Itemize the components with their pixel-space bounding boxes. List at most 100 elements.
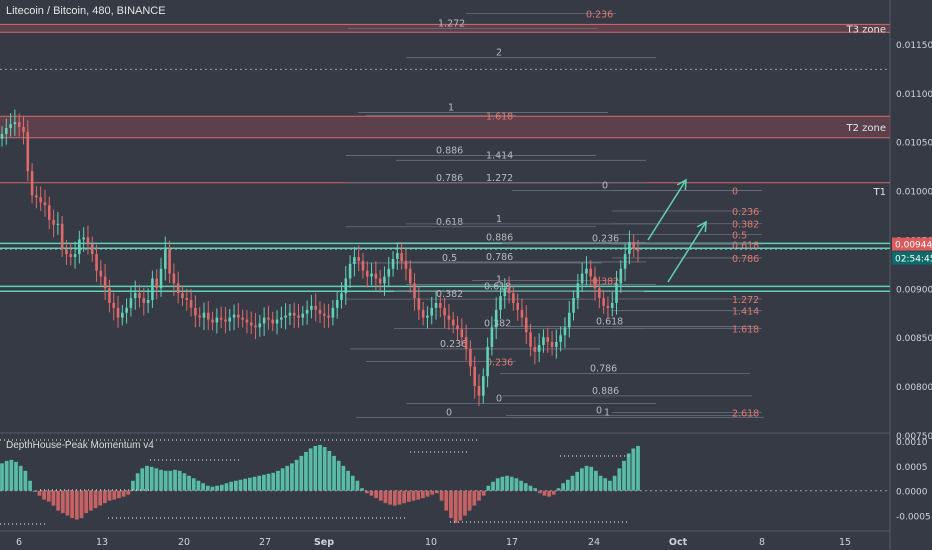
oscillator-bar xyxy=(327,450,332,491)
fib-label-gray: 0.786 xyxy=(486,252,513,263)
candle-body xyxy=(636,249,640,252)
oscillator-bar xyxy=(51,490,56,506)
chart-title: Litecoin / Bitcoin, 480, BINANCE xyxy=(6,5,166,17)
candle-body xyxy=(447,315,451,320)
oscillator-bar xyxy=(229,481,234,491)
candle-body xyxy=(176,283,180,294)
fib-label-gray: 0 xyxy=(496,394,502,405)
oscillator-bar xyxy=(308,448,313,491)
oscillator-bar xyxy=(37,490,42,496)
indicator-title: DepthHouse-Peak Momentum v4 xyxy=(6,440,154,451)
oscillator-bar xyxy=(243,478,248,491)
oscillator-bar xyxy=(224,483,229,491)
fib-label-red: 0.382 xyxy=(732,220,759,231)
oscillator-bar xyxy=(449,490,453,519)
oscillator-bar xyxy=(304,451,308,491)
candle-body xyxy=(237,314,240,318)
candle-body xyxy=(550,342,554,347)
candle-body xyxy=(529,332,532,347)
last-price-value: 0.009447 xyxy=(895,241,932,251)
candle-body xyxy=(103,276,107,289)
oscillator-bar xyxy=(355,480,360,491)
candle-body xyxy=(164,249,167,269)
fib-label-gray: 0.886 xyxy=(592,386,619,397)
candle-body xyxy=(13,122,17,125)
fib-label-gray: 2 xyxy=(496,48,502,59)
candle-body xyxy=(537,344,541,352)
oscillator-bar xyxy=(233,480,238,491)
candle-body xyxy=(323,313,326,316)
candle-body xyxy=(297,315,300,318)
candle-body xyxy=(585,268,588,274)
oscillator-bar xyxy=(163,470,168,491)
oscillator-bar xyxy=(290,463,294,491)
candle-body xyxy=(610,302,614,308)
fib-label-red: 1.414 xyxy=(732,307,759,318)
candle-body xyxy=(473,366,476,387)
oscillator-bar xyxy=(294,459,299,491)
candle-body xyxy=(490,327,494,347)
fib-label-gray: 0.5 xyxy=(442,253,457,264)
oscillator-bar xyxy=(159,469,163,491)
candle-body xyxy=(125,307,128,313)
oscillator-bar xyxy=(472,490,477,506)
candle-body xyxy=(344,278,348,294)
oscillator-bar xyxy=(318,444,322,491)
arrow-head xyxy=(676,178,687,191)
oscillator-bar xyxy=(631,448,636,491)
oscillator-bar xyxy=(556,488,561,491)
candle-body xyxy=(559,335,562,343)
oscillator-bar xyxy=(406,490,411,502)
candle-body xyxy=(185,298,189,301)
oscillator-bar xyxy=(584,465,589,491)
candle-body xyxy=(507,288,511,294)
candle-body xyxy=(224,319,227,322)
candle-body xyxy=(589,268,593,277)
oscillator-bar xyxy=(425,490,430,497)
candle-body xyxy=(47,205,51,220)
candle-body xyxy=(69,254,73,258)
countdown-badge xyxy=(892,251,932,265)
oscillator-bar xyxy=(107,490,112,501)
oscillator-bar xyxy=(542,490,547,496)
candle-body xyxy=(576,283,580,299)
oscillator-bar xyxy=(177,470,182,491)
oscillator-bar xyxy=(173,469,177,491)
candle-body xyxy=(314,305,317,310)
zone-label: T3 zone xyxy=(845,24,886,35)
oscillator-bar xyxy=(126,490,131,495)
oscillator-bar xyxy=(56,490,60,511)
projection-arrow xyxy=(647,179,687,241)
target-zone xyxy=(0,116,890,138)
oscillator-bar xyxy=(570,475,575,491)
candle-body xyxy=(116,307,120,318)
fib-label-gray: 1 xyxy=(604,407,610,418)
candle-body xyxy=(460,329,464,338)
oscillator-bar xyxy=(388,490,393,505)
oscillator-bar xyxy=(121,490,126,497)
candle-body xyxy=(39,197,42,203)
candle-body xyxy=(567,312,571,328)
candle-body xyxy=(430,307,434,316)
candle-body xyxy=(370,273,373,277)
oscillator-bar xyxy=(65,490,70,516)
fib-label-gray: 0.236 xyxy=(592,233,619,244)
oscillator-bar xyxy=(402,490,407,504)
oscillator-bar xyxy=(598,475,603,491)
oscillator-bar xyxy=(0,463,4,491)
oscillator-bar xyxy=(4,460,9,491)
oscillator-bar xyxy=(636,445,640,491)
candle-body xyxy=(198,315,201,318)
oscillator-bar xyxy=(257,475,262,491)
oscillator-bar xyxy=(103,490,107,504)
candle-body xyxy=(155,278,158,289)
candle-body xyxy=(292,312,296,316)
candle-body xyxy=(211,319,214,323)
candle-body xyxy=(606,305,610,308)
candle-body xyxy=(503,288,507,297)
oscillator-bar xyxy=(149,466,154,491)
candle-body xyxy=(17,122,21,128)
oscillator-bar xyxy=(60,490,65,514)
